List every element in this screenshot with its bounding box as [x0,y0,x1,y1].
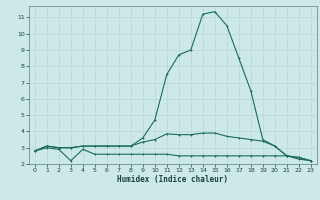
X-axis label: Humidex (Indice chaleur): Humidex (Indice chaleur) [117,175,228,184]
